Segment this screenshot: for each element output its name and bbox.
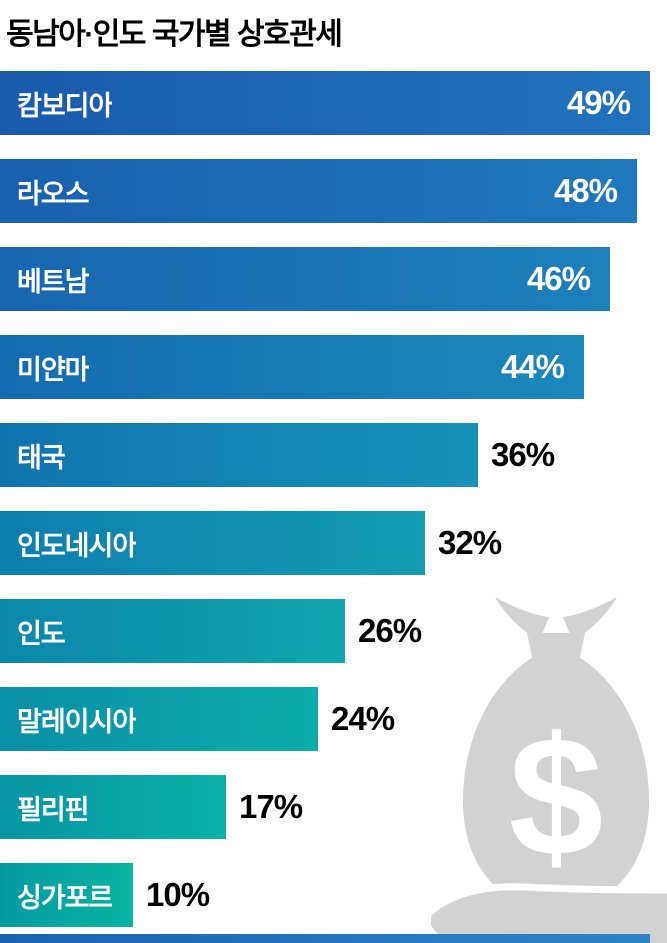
dollar-sign-icon: $ [509, 702, 604, 892]
bar-row: 베트남 46% [0, 247, 667, 311]
bar-row: 캄보디아 49% [0, 71, 667, 135]
bar: 라오스 48% [0, 159, 637, 223]
value-label-inside: 46% [526, 260, 591, 297]
bar-row: 말레이시아 24% [0, 687, 667, 751]
bag-knot-right [563, 597, 617, 637]
value-label-outside: 32% [438, 524, 502, 561]
chart-title: 동남아·인도 국가별 상호관세 [6, 18, 343, 51]
category-label: 캄보디아 [17, 90, 113, 121]
category-label: 라오스 [17, 178, 89, 209]
value-label-outside: 36% [491, 436, 555, 473]
category-label: 베트남 [17, 266, 89, 297]
bar: 캄보디아 49% [0, 71, 650, 135]
money-bag-icon: $ [431, 597, 667, 943]
category-label: 인도네시아 [17, 530, 137, 561]
value-label-inside: 49% [566, 84, 631, 121]
bar: 인도 [0, 599, 345, 663]
category-label: 필리핀 [17, 794, 89, 825]
bar-chart: 캄보디아 49% 라오스 48% 베트남 46% 미얀마 44% 태국 36% [0, 71, 667, 927]
category-label: 인도 [17, 618, 65, 649]
bar: 베트남 46% [0, 247, 610, 311]
bar-row: 미얀마 44% [0, 335, 667, 399]
value-label-outside: 26% [358, 612, 422, 649]
value-label-outside: 17% [239, 788, 303, 825]
bar: 태국 [0, 423, 478, 487]
category-label: 미얀마 [17, 354, 89, 385]
value-label-inside: 44% [500, 348, 565, 385]
category-label: 싱가포르 [17, 882, 113, 913]
footer-strip [0, 934, 650, 943]
category-label: 태국 [17, 442, 65, 473]
bar-row: 태국 36% [0, 423, 667, 487]
bar-row: 라오스 48% [0, 159, 667, 223]
value-label-outside: 24% [331, 700, 395, 737]
category-label: 말레이시아 [17, 706, 137, 737]
bag-body [463, 657, 649, 909]
bar-row: 싱가포르 10% [0, 863, 667, 927]
bar-row: 필리핀 17% [0, 775, 667, 839]
value-label-inside: 48% [553, 172, 618, 209]
bar: 필리핀 [0, 775, 226, 839]
value-label-outside: 10% [146, 876, 210, 913]
bar: 인도네시아 [0, 511, 425, 575]
bar: 말레이시아 [0, 687, 318, 751]
bar-row: 인도 26% [0, 599, 667, 663]
bar: 싱가포르 [0, 863, 133, 927]
bag-neck [527, 633, 585, 661]
bar: 미얀마 44% [0, 335, 584, 399]
bar-row: 인도네시아 32% [0, 511, 667, 575]
bag-knot-left [495, 597, 549, 637]
